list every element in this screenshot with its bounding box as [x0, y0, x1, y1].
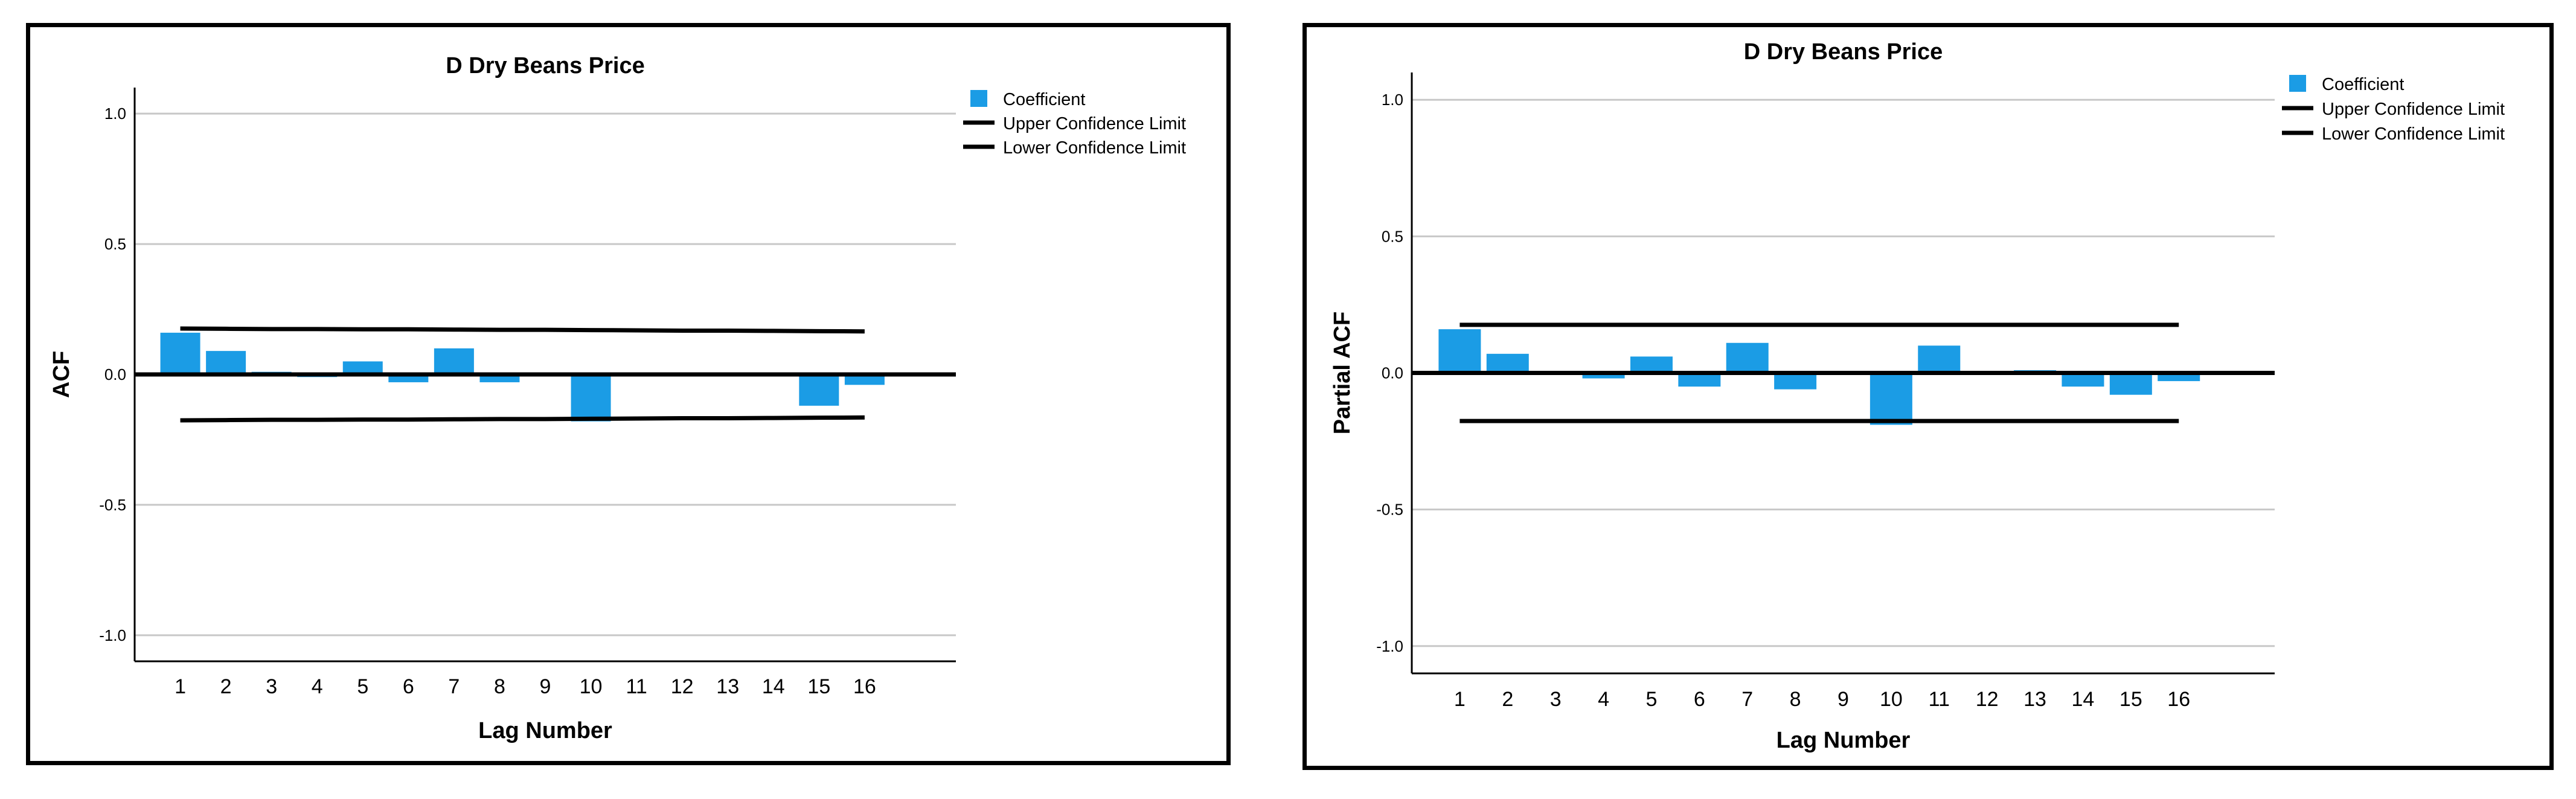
x-tick-label: 4 — [312, 675, 323, 698]
chart-title: D Dry Beans Price — [446, 53, 645, 79]
legend-swatch-coefficient — [970, 90, 987, 107]
x-axis-label: Lag Number — [478, 718, 612, 743]
acf-chart-panel: 1.0 0.5 0.0 -0.5 -1.0 1 2 3 4 5 6 7 8 9 10 11 12 13 14 15 16… — [26, 23, 1231, 765]
x-tick-label: 15 — [807, 675, 830, 698]
x-tick-label: 6 — [1694, 688, 1705, 711]
y-tick-label: 0.5 — [1382, 227, 1403, 245]
y-axis-label: Partial ACF — [1330, 312, 1355, 434]
coefficient-bar — [1918, 345, 1961, 373]
x-tick-label: 4 — [1598, 688, 1609, 711]
y-tick-label: -1.0 — [1376, 637, 1403, 655]
y-tick-label: -0.5 — [1376, 501, 1403, 519]
coefficient-bar — [1438, 329, 1481, 373]
x-tick-label: 12 — [1976, 688, 1999, 711]
legend-label: Lower Confidence Limit — [1003, 138, 1186, 158]
coefficient-bar — [844, 374, 885, 385]
y-tick-label: 1.0 — [104, 104, 126, 123]
lower-confidence-line — [180, 415, 865, 423]
x-tick-label: 2 — [220, 675, 232, 698]
x-axis-label: Lag Number — [1777, 728, 1911, 753]
pacf-chart-panel: 1.0 0.5 0.0 -0.5 -1.0 1 2 3 4 5 6 7 8 9 10 11 12 13 14 15 16… — [1302, 23, 2554, 770]
coefficient-bar — [434, 348, 474, 374]
y-tick-label: 0.5 — [104, 235, 126, 253]
x-tick-label: 7 — [1741, 688, 1753, 711]
x-tick-label: 7 — [448, 675, 460, 698]
legend-label: Coefficient — [2322, 75, 2405, 94]
x-tick-label: 8 — [1790, 688, 1801, 711]
legend-label: Coefficient — [1003, 90, 1086, 109]
x-tick-label: 16 — [853, 675, 876, 698]
x-tick-label: 15 — [2119, 688, 2142, 711]
coefficient-bar — [1630, 356, 1673, 373]
x-tick-label: 6 — [403, 675, 414, 698]
x-tick-label: 10 — [1880, 688, 1903, 711]
x-tick-label: 1 — [175, 675, 186, 698]
coefficient-bar — [571, 374, 611, 422]
x-tick-label: 16 — [2167, 688, 2190, 711]
x-tick-label: 14 — [762, 675, 785, 698]
x-tick-label: 9 — [1837, 688, 1849, 711]
x-tick-label: 3 — [266, 675, 277, 698]
coefficient-bar — [206, 351, 246, 374]
coefficient-bar — [342, 361, 383, 374]
upper-confidence-line — [180, 326, 865, 334]
x-tick-label: 3 — [1550, 688, 1562, 711]
coefficient-bar — [1486, 353, 1529, 373]
x-tick-label: 1 — [1454, 688, 1466, 711]
x-tick-label: 11 — [626, 675, 647, 698]
coefficient-bar — [1678, 373, 1721, 387]
pacf-chart: 1.00.50.0-0.5-1.01 2 3 4 5 6 7 8 9 10 11 12 13 14 15 16… — [1330, 39, 2505, 753]
y-axis-label: ACF — [49, 351, 74, 398]
x-tick-label: 11 — [1929, 688, 1950, 711]
legend-swatch-coefficient — [2289, 75, 2306, 92]
x-tick-label: 5 — [357, 675, 368, 698]
acf-chart: 1.00.50.0-0.5-1.01 2 3 4 5 6 7 8 9 10 11 12 13 14 15 16… — [49, 53, 1186, 743]
x-tick-label: 8 — [494, 675, 505, 698]
legend-label: Lower Confidence Limit — [2322, 124, 2505, 144]
x-tick-label: 13 — [2023, 688, 2046, 711]
chart-title: D Dry Beans Price — [1744, 39, 1943, 65]
coefficient-bar — [1582, 373, 1625, 379]
legend-label: Upper Confidence Limit — [2322, 100, 2505, 119]
x-tick-label: 9 — [540, 675, 551, 698]
y-tick-label: 0.0 — [104, 365, 126, 383]
coefficient-bar — [2109, 373, 2152, 395]
x-tick-label: 12 — [671, 675, 694, 698]
x-tick-label: 5 — [1645, 688, 1657, 711]
y-tick-label: 0.0 — [1382, 364, 1403, 382]
coefficient-bar — [1870, 373, 1912, 425]
x-tick-label: 10 — [580, 675, 603, 698]
coefficient-bar — [2062, 373, 2104, 387]
coefficient-bar — [1774, 373, 1817, 390]
y-tick-label: -0.5 — [99, 496, 126, 514]
coefficient-bar — [160, 332, 200, 374]
x-tick-label: 2 — [1502, 688, 1513, 711]
y-tick-label: -1.0 — [99, 626, 126, 644]
legend-label: Upper Confidence Limit — [1003, 114, 1186, 133]
coefficient-bar — [1726, 342, 1769, 373]
x-tick-label: 13 — [716, 675, 739, 698]
y-tick-label: 1.0 — [1382, 91, 1403, 109]
coefficient-bar — [799, 374, 839, 406]
x-tick-label: 14 — [2072, 688, 2095, 711]
